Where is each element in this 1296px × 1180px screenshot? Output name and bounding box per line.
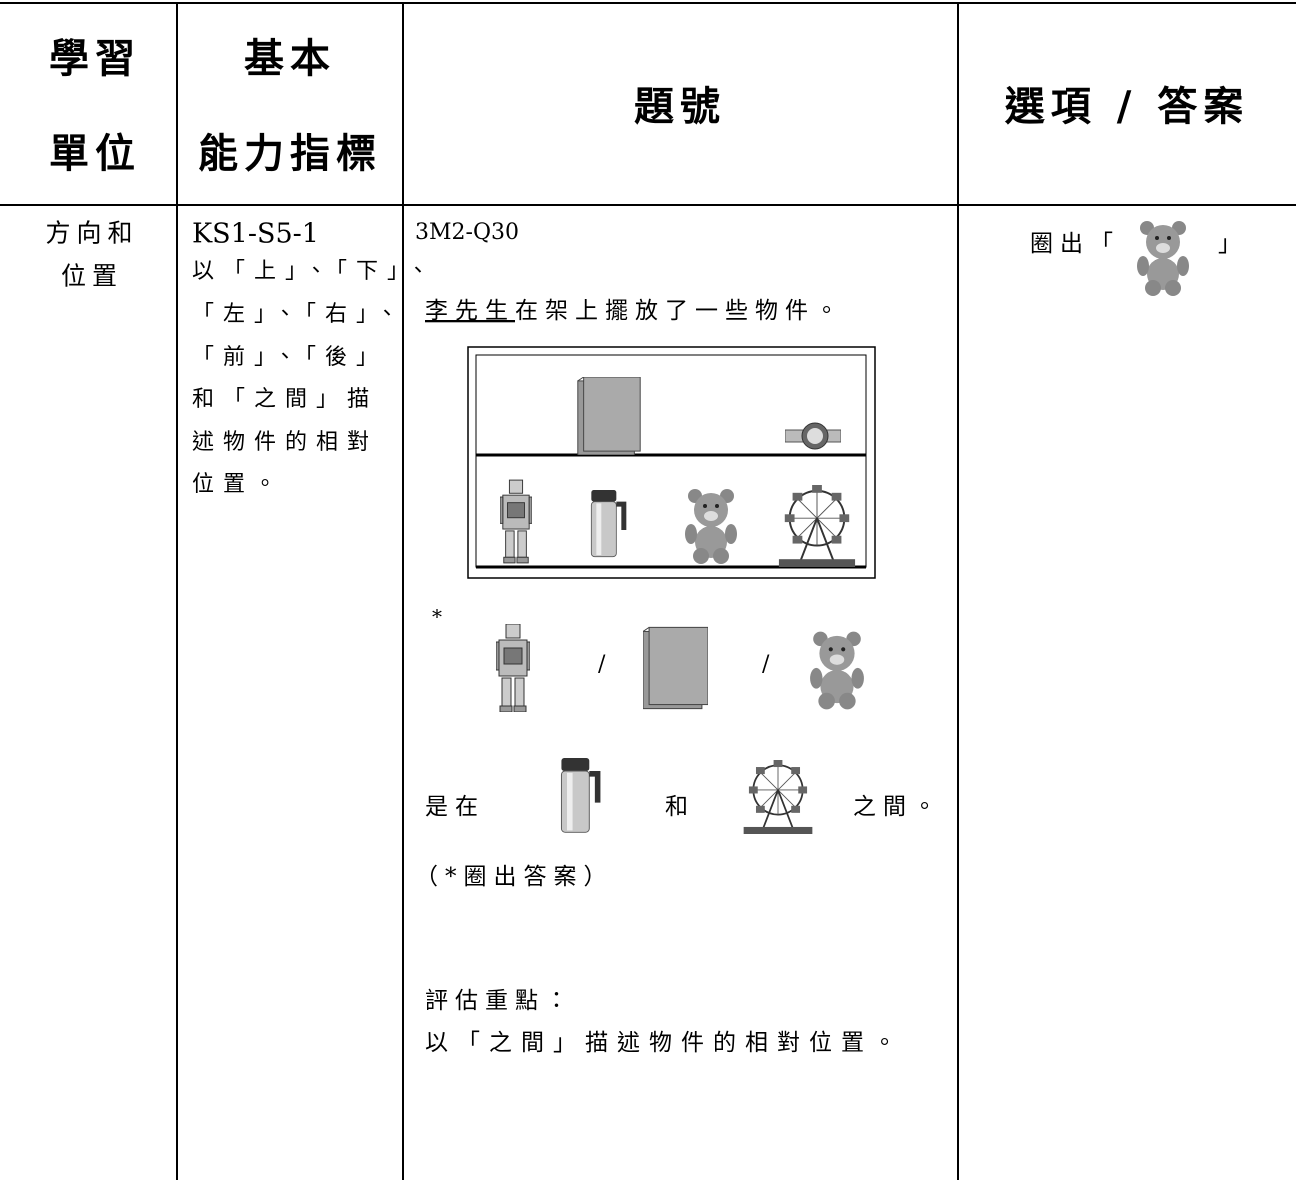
thermos-icon [560,758,601,833]
focus-text: 以「之間」描述物件的相對位置。 [425,1030,905,1056]
header-cell: 選項 / 答案 [1005,83,1249,130]
answer-note: （*圈出答案） [415,864,614,890]
stem-text: 之間。 [853,794,943,820]
book-option [643,626,708,710]
header-cell: 單位 [49,130,141,177]
indicator-text: 和「之間」描 [192,387,378,412]
person-name: 李先生 [425,298,515,324]
stem-text: 是在 [425,794,485,820]
unit-text: 方向和 [45,219,138,248]
indicator-text: 述物件的相對 [192,430,378,455]
header-cell: 基本 [244,35,336,82]
focus-title: 評估重點： [425,988,575,1014]
indicator-text: 位置。 [192,472,285,497]
book-icon [577,377,641,455]
header-cell: 能力指標 [198,130,382,177]
teddy-icon [685,489,737,564]
marker: * [432,605,442,629]
unit-text: 位置 [61,262,123,291]
indicator-code: KS1-S5-1 [192,219,319,250]
separator: / [598,652,606,677]
watch-icon [785,422,841,450]
ferris-wheel-icon [778,485,856,567]
question-id: 3M2-Q30 [415,220,519,245]
header-cell: 學習 [49,35,141,82]
teddy-option [810,631,864,710]
teddy-answer [1137,221,1189,296]
robot-icon [500,479,532,564]
answer-text: 圈出「 [1030,231,1120,257]
robot-option [496,624,530,712]
indicator-text: 以「上」、「下」、 [192,259,438,284]
question-intro: 在架上擺放了一些物件。 [515,298,845,324]
answer-text: 」 [1218,231,1248,257]
indicator-text: 「前」、「後」 [192,345,387,370]
stem-text: 和 [665,794,695,820]
header-cell: 題號 [634,83,726,130]
separator: / [762,652,770,677]
shelf-figure [467,346,876,579]
indicator-text: 「左」、「右」、 [192,302,407,327]
thermos-icon [590,489,627,558]
ferris-wheel-icon [742,760,814,834]
